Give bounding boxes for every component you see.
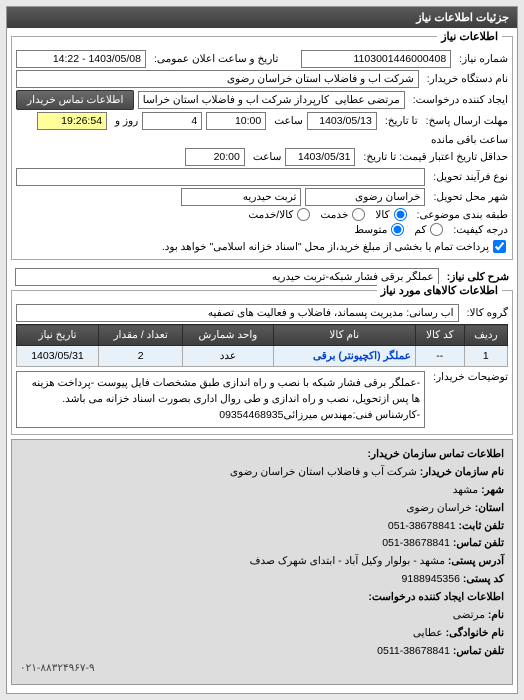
province-field xyxy=(305,188,425,206)
prov-l: استان: xyxy=(475,502,504,514)
opt-mid-radio[interactable] xyxy=(391,223,404,236)
prov-v: خراسان رضوی xyxy=(406,502,471,514)
creator-field xyxy=(138,91,404,109)
opt-low-label: کم xyxy=(414,224,426,236)
opt-service-radio[interactable] xyxy=(352,208,365,221)
opt-goods-radio[interactable] xyxy=(394,208,407,221)
goods-group-field xyxy=(16,304,459,322)
days-left-field xyxy=(142,112,202,130)
org-l: نام سازمان خریدار: xyxy=(420,466,504,478)
to-date-label: تا تاریخ: xyxy=(385,115,418,127)
tel2-l: تلفن تماس: xyxy=(453,537,504,549)
pub-dt-label: تاریخ و ساعت اعلان عمومی: xyxy=(154,53,278,65)
col-unit: واحد شمارش xyxy=(183,325,273,346)
tel-v: 051-38678841 xyxy=(388,518,456,536)
cell-unit: عدد xyxy=(183,346,273,367)
contact-info-block: اطلاعات تماس سازمان خریدار: نام سازمان خ… xyxy=(11,439,513,685)
reply-date-field xyxy=(307,112,377,130)
city-v: مشهد xyxy=(453,484,478,496)
col-qty: تعداد / مقدار xyxy=(99,325,183,346)
pub-dt-field xyxy=(16,50,146,68)
goods-group-label: گروه کالا: xyxy=(467,307,508,319)
need-no-field xyxy=(301,50,451,68)
addr-l: آدرس پستی: xyxy=(448,555,504,567)
process-field xyxy=(16,168,425,186)
need-key-label: شرح کلی نیاز: xyxy=(447,271,509,283)
process-label: نوع فرآیند تحویل: xyxy=(433,171,508,183)
opt-service-label: خدمت xyxy=(320,209,348,221)
contact-hdr: اطلاعات تماس سازمان خریدار: xyxy=(368,448,504,460)
days-label: روز و xyxy=(115,115,138,127)
col-code: کد کالا xyxy=(415,325,464,346)
time-label-2: ساعت xyxy=(253,151,282,163)
pay-note-check[interactable] xyxy=(493,240,506,253)
buyer-org-field xyxy=(16,70,419,88)
budget-class-label: طبقه بندی موضوعی: xyxy=(417,209,508,221)
addr-v: مشهد - بولوار وکیل آباد - ابتدای شهرک صد… xyxy=(250,555,445,567)
creator-hdr: اطلاعات ایجاد کننده درخواست: xyxy=(368,591,504,603)
org-v: شرکت آب و فاضلاب استان خراسان رضوی xyxy=(230,466,417,478)
col-row: ردیف xyxy=(464,325,507,346)
cell-qty: 2 xyxy=(99,346,183,367)
pay-note-label: پرداخت تمام یا بخشی از مبلغ خرید،از محل … xyxy=(162,241,489,253)
tel-l: تلفن ثابت: xyxy=(459,520,504,532)
ctel-l: تلفن تماس: xyxy=(453,645,504,657)
goods-note-label: توضیحات خریدار: xyxy=(433,371,508,383)
price-valid-label: حداقل تاریخ اعتبار قیمت: تا تاریخ: xyxy=(363,151,508,163)
name-l: نام: xyxy=(488,609,504,621)
table-row: 1 -- عملگر (اکچیونتر) برقی عدد 2 1403/05… xyxy=(17,346,508,367)
need-info-title: اطلاعات نیاز xyxy=(437,30,502,43)
remain-time-field xyxy=(37,112,107,130)
tel2-v: 051-38678841 xyxy=(382,535,450,553)
name-v: مرتضی xyxy=(453,609,485,621)
risk-label: درجه کیفیت: xyxy=(453,224,508,236)
cell-code: -- xyxy=(415,346,464,367)
need-no-label: شماره نیاز: xyxy=(459,53,508,65)
price-valid-time-field xyxy=(185,148,245,166)
reply-deadline-label: مهلت ارسال پاسخ: xyxy=(426,115,508,127)
col-name: نام کالا xyxy=(273,325,415,346)
col-date: تاریخ نیاز xyxy=(17,325,99,346)
opt-mid-label: متوسط xyxy=(354,224,387,236)
creator-label: ایجاد کننده درخواست: xyxy=(413,94,508,106)
opt-both-radio[interactable] xyxy=(297,208,310,221)
goods-note-field: -عملگر برقی فشار شبکه با نصب و راه انداز… xyxy=(16,371,425,428)
cell-row: 1 xyxy=(464,346,507,367)
delivery-city-label: شهر محل تحویل: xyxy=(433,191,508,203)
need-key-field xyxy=(15,268,439,286)
buyer-org-label: نام دستگاه خریدار: xyxy=(427,73,508,85)
remain-label: ساعت باقی مانده xyxy=(431,134,508,146)
opt-both-label: کالا/خدمت xyxy=(248,209,293,221)
cell-name[interactable]: عملگر (اکچیونتر) برقی xyxy=(313,350,411,362)
buyer-contact-button[interactable]: اطلاعات تماس خریدار xyxy=(16,90,134,110)
post-v: 9188945356 xyxy=(402,571,460,589)
city-l: شهر: xyxy=(481,484,504,496)
goods-title: اطلاعات کالاهای مورد نیاز xyxy=(377,284,502,297)
footer-tel: ۰۲۱-۸۸۳۲۴۹۶۷-۹ xyxy=(20,660,504,678)
time-label-1: ساعت xyxy=(274,115,303,127)
delivery-city-field xyxy=(181,188,301,206)
cell-date: 1403/05/31 xyxy=(17,346,99,367)
fam-l: نام خانوادگی: xyxy=(446,627,504,639)
price-valid-date-field xyxy=(285,148,355,166)
post-l: کد پستی: xyxy=(463,573,504,585)
opt-low-radio[interactable] xyxy=(430,223,443,236)
fam-v: عطایی xyxy=(413,627,443,639)
panel-title: جزئیات اطلاعات نیاز xyxy=(7,7,517,28)
goods-table: ردیف کد کالا نام کالا واحد شمارش تعداد /… xyxy=(16,324,508,367)
ctel-v: 0511-38678841 xyxy=(377,643,450,661)
opt-goods-label: کالا xyxy=(375,209,389,221)
reply-time-field xyxy=(206,112,266,130)
